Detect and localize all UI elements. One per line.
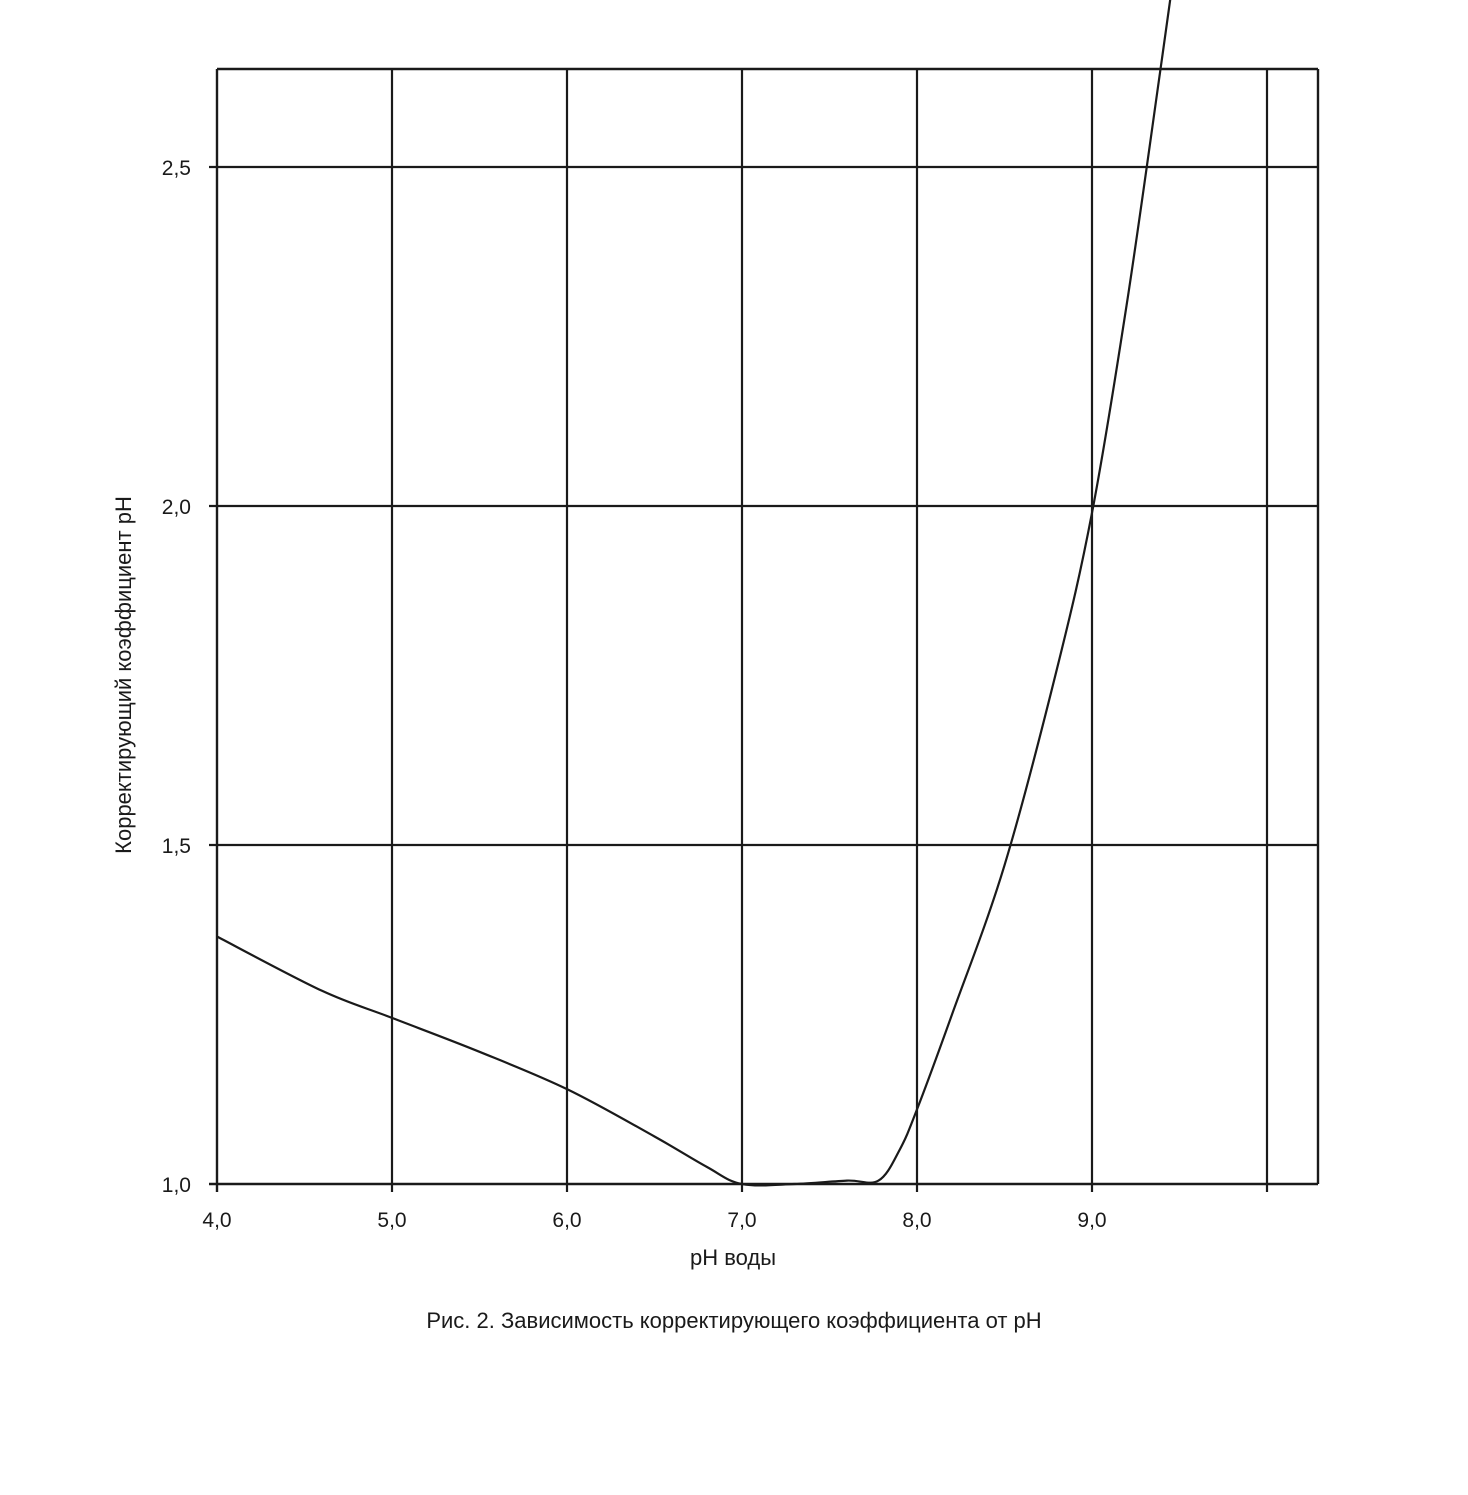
grid-lines [209, 69, 1318, 1192]
tick-labels: 4,05,06,07,08,09,01,01,52,02,53,03,54,0 [162, 157, 1107, 1232]
plot-frame [209, 67, 1320, 1192]
y-tick-label: 2,5 [162, 157, 191, 180]
x-axis-label: pH воды [690, 1245, 776, 1270]
x-tick-label: 5,0 [377, 1209, 406, 1232]
figure-caption: Рис. 2. Зависимость корректирующего коэф… [426, 1308, 1042, 1333]
data-series [216, 0, 1172, 1187]
x-tick-label: 4,0 [202, 1209, 231, 1232]
series-line [216, 0, 1172, 1187]
x-tick-label: 8,0 [902, 1209, 931, 1232]
x-tick-label: 6,0 [552, 1209, 581, 1232]
y-tick-label: 1,0 [162, 1174, 191, 1197]
x-tick-label: 9,0 [1077, 1209, 1106, 1232]
y-tick-label: 1,5 [162, 835, 191, 858]
y-tick-label: 2,0 [162, 496, 191, 519]
y-axis-label: Корректирующий коэффициент рН [111, 496, 136, 854]
x-tick-label: 7,0 [727, 1209, 756, 1232]
